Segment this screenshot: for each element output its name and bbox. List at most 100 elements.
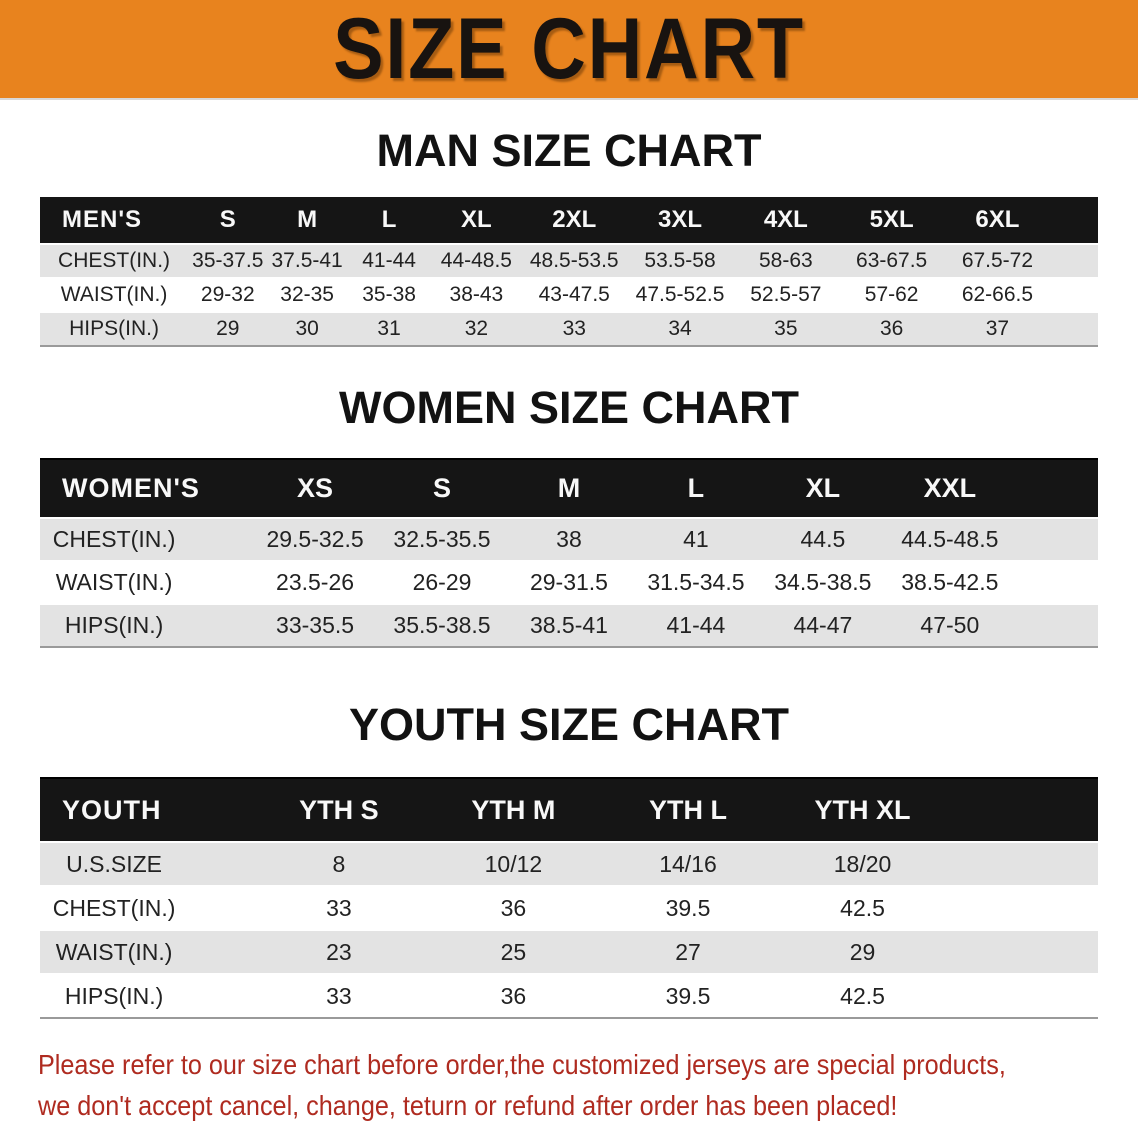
size-value-cell: 23 <box>326 938 352 965</box>
spacer-cell <box>1013 459 1098 518</box>
size-value-cell: 36 <box>879 317 904 340</box>
measurement-row: HIPS(IN.) 29 30 31 32 33 34 35 36 37 <box>40 312 1098 346</box>
size-value-cell: 53.5-58 <box>644 249 716 272</box>
size-value-cell: 29 <box>216 317 240 340</box>
size-value-cell: 44-47 <box>793 612 853 638</box>
size-table-grid: MEN'S S M L XL 2XL 3XL 4XL 5XL 6XL CHEST(IN.) 35-37… <box>40 197 1098 347</box>
size-column-header: 4XL <box>732 197 839 244</box>
disclaimer-line-2: we don't accept cancel, change, teturn o… <box>38 1089 898 1121</box>
size-value-cell: 29.5-32.5 <box>266 526 364 552</box>
men-size-table: MEN'S S M L XL 2XL 3XL 4XL 5XL 6XL CHEST(IN.) 35-37… <box>40 197 1098 347</box>
size-value-cell: 42.5 <box>840 982 885 1009</box>
size-value-cell: 34 <box>668 317 692 340</box>
spacer-cell <box>188 604 251 647</box>
size-value-cell: 32-35 <box>280 283 334 306</box>
size-column-header: M <box>505 459 633 518</box>
table-group-label: YOUTH <box>40 778 189 842</box>
row-label: CHEST(IN.) <box>52 894 176 921</box>
spacer-cell <box>950 930 1098 974</box>
size-value-cell: 63-67.5 <box>856 249 928 272</box>
row-label: WAIST(IN.) <box>55 569 173 595</box>
size-value-cell: 33 <box>326 894 352 921</box>
size-value-cell: 34.5-38.5 <box>774 569 872 595</box>
size-table-header-row: WOMEN'S XS S M L XL XXL <box>40 459 1098 518</box>
measurement-row: WAIST(IN.) 23 25 27 29 <box>40 930 1098 974</box>
size-value-cell: 33 <box>326 982 352 1009</box>
size-column-header: XXL <box>886 459 1014 518</box>
table-group-label: MEN'S <box>40 197 189 244</box>
measurement-row: WAIST(IN.) 29-32 32-35 35-38 38-43 43-47.5 47.… <box>40 278 1098 312</box>
size-column-header: M <box>267 197 347 244</box>
row-label: HIPS(IN.) <box>64 612 164 638</box>
size-value-cell: 39.5 <box>665 982 711 1009</box>
size-value-cell: 29-32 <box>200 283 255 306</box>
size-column-header: 6XL <box>944 197 1051 244</box>
size-value-cell: 37 <box>985 317 1010 340</box>
size-value-cell: 38.5-42.5 <box>901 569 999 595</box>
size-value-cell: 47-50 <box>920 612 980 638</box>
row-label: WAIST(IN.) <box>60 283 168 306</box>
measurement-row: HIPS(IN.) 33 36 39.5 42.5 <box>40 974 1098 1018</box>
size-value-cell: 57-62 <box>864 283 919 306</box>
measurement-row: HIPS(IN.) 33-35.5 35.5-38.5 38.5-41 41-44 44-… <box>40 604 1098 647</box>
spacer-cell <box>1050 197 1098 244</box>
size-value-cell: 44.5 <box>800 526 846 552</box>
size-value-cell: 44-48.5 <box>440 249 512 272</box>
measurement-row: CHEST(IN.) 33 36 39.5 42.5 <box>40 886 1098 930</box>
spacer-cell <box>188 886 251 930</box>
size-value-cell: 32.5-35.5 <box>393 526 491 552</box>
spacer-cell <box>188 459 252 518</box>
youth-size-table: YOUTH YTH S YTH M YTH L YTH XL U.S.SIZE 8 10/12… <box>40 777 1098 1019</box>
row-label: HIPS(IN.) <box>64 982 164 1009</box>
row-label: HIPS(IN.) <box>69 317 159 340</box>
banner-title: SIZE CHART <box>333 1 805 97</box>
men-section-heading: MAN SIZE CHART <box>376 125 762 176</box>
row-label: U.S.SIZE <box>66 850 162 877</box>
size-value-cell: 47.5-52.5 <box>635 283 725 306</box>
size-column-header: XS <box>251 459 379 518</box>
size-column-header: 5XL <box>838 197 945 244</box>
spacer-cell <box>188 842 251 886</box>
table-group-label: WOMEN'S <box>40 459 199 518</box>
size-value-cell: 52.5-57 <box>750 283 822 306</box>
measurement-row: WAIST(IN.) 23.5-26 26-29 29-31.5 31.5-34.5 34… <box>40 561 1098 604</box>
size-value-cell: 43-47.5 <box>538 283 610 306</box>
size-value-cell: 58-63 <box>758 249 813 272</box>
youth-section: YOUTH SIZE CHART YOUTH YTH S YTH M YTH L YTH… <box>0 702 1138 1019</box>
size-table-header-row: YOUTH YTH S YTH M YTH L YTH XL <box>40 778 1098 842</box>
size-column-header: XL <box>759 459 887 518</box>
size-value-cell: 35.5-38.5 <box>393 612 491 638</box>
size-value-cell: 33-35.5 <box>276 612 355 638</box>
size-value-cell: 41 <box>683 526 709 552</box>
size-value-cell: 41-44 <box>666 612 726 638</box>
measurement-row: CHEST(IN.) 35-37.5 37.5-41 41-44 44-48.5 48.5… <box>40 244 1098 278</box>
disclaimer: Please refer to our size chart before or… <box>38 1045 1108 1126</box>
size-column-header: S <box>188 197 268 244</box>
women-section-heading: WOMEN SIZE CHART <box>339 382 799 433</box>
spacer-cell <box>950 974 1098 1018</box>
size-value-cell: 18/20 <box>833 850 892 877</box>
size-value-cell: 31 <box>377 317 401 340</box>
size-value-cell: 23.5-26 <box>276 569 355 595</box>
spacer-cell <box>188 930 251 974</box>
size-column-header: L <box>346 197 432 244</box>
women-section: WOMEN SIZE CHART WOMEN'S XS S M L XL XXL CHEST(… <box>0 385 1138 648</box>
size-value-cell: 32 <box>464 317 489 340</box>
size-value-cell: 37.5-41 <box>271 249 343 272</box>
measurement-row: CHEST(IN.) 29.5-32.5 32.5-35.5 38 41 44.5 44.5… <box>40 518 1098 561</box>
size-value-cell: 35 <box>774 317 798 340</box>
size-value-cell: 8 <box>332 850 346 877</box>
spacer-cell <box>1013 604 1098 647</box>
size-value-cell: 38 <box>556 526 582 552</box>
spacer-cell <box>1050 244 1098 278</box>
spacer-cell <box>1013 561 1098 604</box>
size-value-cell: 38.5-41 <box>529 612 608 638</box>
size-value-cell: 29 <box>849 938 876 965</box>
spacer-cell <box>950 886 1098 930</box>
size-value-cell: 36 <box>500 982 527 1009</box>
size-column-header: 3XL <box>627 197 733 244</box>
size-column-header: 2XL <box>521 197 628 244</box>
size-value-cell: 10/12 <box>484 850 543 877</box>
banner: SIZE CHART <box>0 0 1138 100</box>
